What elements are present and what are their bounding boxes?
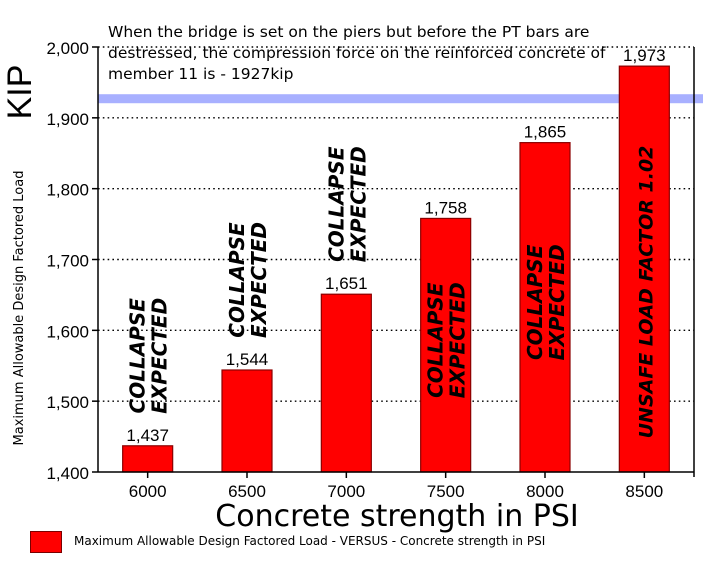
y-tick-label: 1,400 bbox=[46, 464, 89, 483]
y-tick-label: 1,800 bbox=[46, 181, 89, 200]
bar-annotation: COLLAPSE bbox=[126, 298, 150, 414]
bar-annotation: COLLAPSE bbox=[424, 282, 448, 398]
bar-value-label: 1,651 bbox=[325, 274, 368, 293]
x-tick-label: 8000 bbox=[526, 482, 564, 501]
bar-annotation: EXPECTED bbox=[446, 282, 470, 398]
bar bbox=[618, 65, 670, 473]
y-tick-label: 1,900 bbox=[46, 110, 89, 129]
bar-value-label: 1,973 bbox=[623, 46, 666, 65]
bar bbox=[519, 142, 571, 473]
bar bbox=[122, 445, 174, 473]
x-tick-label: 8500 bbox=[625, 482, 663, 501]
x-tick-label: 7500 bbox=[427, 482, 465, 501]
bar-annotation: EXPECTED bbox=[148, 298, 172, 414]
annotation-note: When the bridge is set on the piers but … bbox=[108, 23, 606, 83]
y-tick-label: 1,500 bbox=[46, 393, 89, 412]
legend-label: Maximum Allowable Design Factored Load -… bbox=[74, 534, 546, 548]
gridlines bbox=[98, 46, 694, 402]
bar-annotation: COLLAPSE bbox=[225, 222, 249, 338]
x-axis-label: Concrete strength in PSI bbox=[215, 499, 578, 534]
bar-annotation: EXPECTED bbox=[346, 146, 370, 262]
y-tick-label: 1,600 bbox=[46, 322, 89, 341]
y-axis-label: Maximum Allowable Design Factored Load bbox=[12, 171, 27, 446]
x-tick-label: 7000 bbox=[327, 482, 365, 501]
bar-annotation: COLLAPSE bbox=[324, 146, 348, 262]
bar bbox=[221, 369, 273, 473]
bar-value-label: 1,865 bbox=[524, 123, 567, 142]
axes: 1,400 1,500 1,600 1,700 1,800 1,900 2,000 6000 6… bbox=[46, 39, 695, 501]
bar-value-label: 1,437 bbox=[126, 426, 169, 445]
bar-annotation: COLLAPSE bbox=[523, 244, 547, 360]
bar-annotation: UNSAFE LOAD FACTOR 1.02 bbox=[635, 146, 657, 439]
bar-annotation: EXPECTED bbox=[545, 244, 569, 360]
bar bbox=[320, 293, 372, 473]
x-tick-label: 6000 bbox=[129, 482, 167, 501]
bar-value-label: 1,758 bbox=[424, 198, 467, 217]
bar bbox=[420, 217, 472, 473]
bar-value-label: 1,544 bbox=[226, 350, 269, 369]
legend-swatch bbox=[30, 531, 62, 553]
y-tick-label: 1,700 bbox=[46, 252, 89, 271]
x-tick-label: 6500 bbox=[228, 482, 266, 501]
y-axis-unit: KIP bbox=[1, 65, 39, 120]
bar-annotation: EXPECTED bbox=[247, 222, 271, 338]
y-tick-label: 2,000 bbox=[46, 39, 89, 58]
reference-line bbox=[98, 94, 703, 104]
